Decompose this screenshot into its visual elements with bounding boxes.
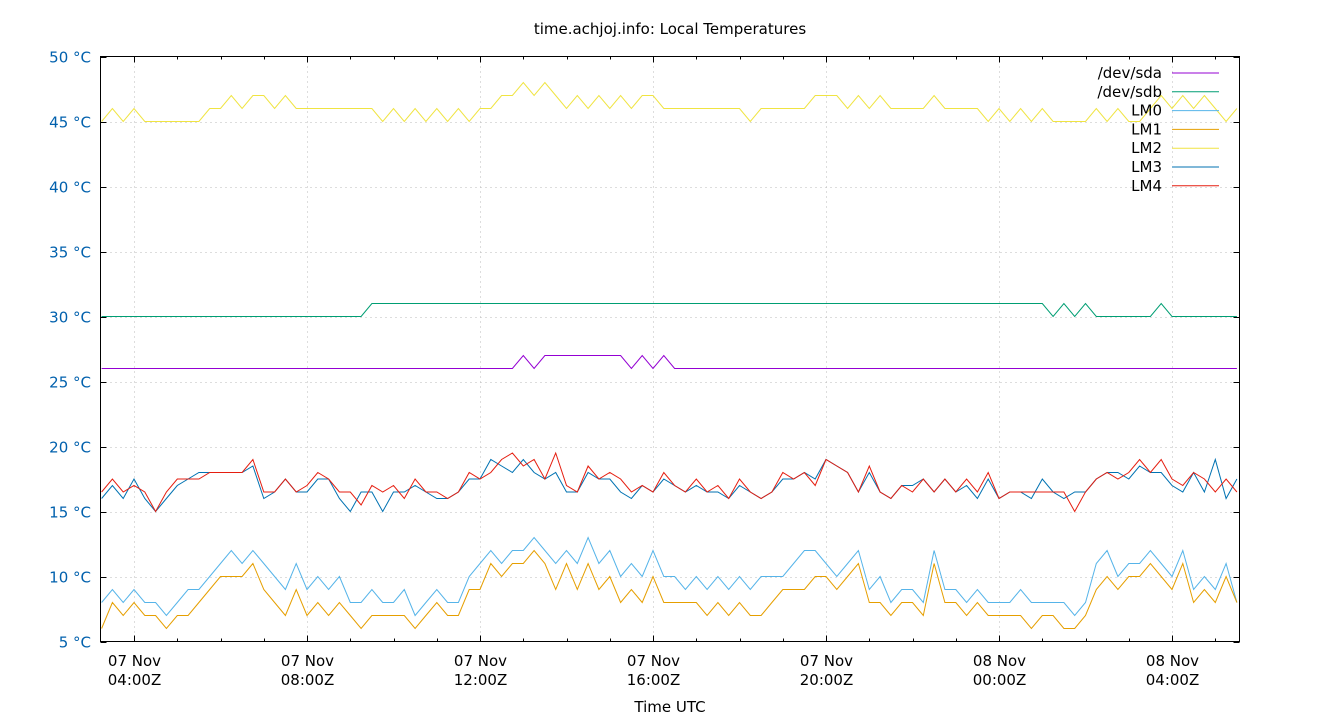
legend-label: LM2 [1131,139,1162,157]
x-tick-time: 08:00Z [281,671,335,689]
legend-label: LM1 [1131,120,1162,138]
series-line-dev-sdb [101,302,1237,318]
series-line-lm0 [101,536,1238,617]
y-tick-label: 15 °C [49,504,91,522]
series-lines [101,81,1238,630]
x-tick-date: 07 Nov [800,652,853,670]
y-tick-label: 25 °C [49,374,91,392]
chart-title: time.achjoj.info: Local Temperatures [534,20,806,38]
legend-label: LM0 [1131,102,1162,120]
legend-label: LM3 [1131,158,1162,176]
x-tick-time: 04:00Z [1146,671,1200,689]
y-tick-label: 40 °C [49,179,91,197]
y-tick-label: 5 °C [59,634,91,652]
x-tick-time: 04:00Z [108,671,162,689]
y-tick-label: 20 °C [49,439,91,457]
y-axis: 5 °C 10 °C 15 °C 20 °C 25 °C 30 °C 35 °C 40 °C 4… [49,49,1240,652]
series-line-dev-sda [101,354,1237,370]
x-tick-date: 07 Nov [627,652,680,670]
series-line-lm1 [101,549,1238,630]
x-axis-label: Time UTC [633,698,705,716]
plot-border [100,56,1240,642]
y-tick-label: 50 °C [49,49,91,67]
y-tick-label: 10 °C [49,569,91,587]
x-tick-date: 07 Nov [108,652,161,670]
series-line-lm3 [101,457,1238,513]
grid [100,56,1240,642]
legend-label: LM4 [1131,177,1162,195]
legend-label: /dev/sda [1098,64,1162,82]
y-tick-label: 45 °C [49,114,91,132]
y-tick-label: 30 °C [49,309,91,327]
x-tick-date: 08 Nov [973,652,1026,670]
x-tick-time: 16:00Z [627,671,681,689]
legend-label: /dev/sdb [1097,83,1162,101]
x-tick-time: 12:00Z [454,671,508,689]
series-line-lm4 [101,451,1238,513]
x-tick-date: 07 Nov [281,652,334,670]
x-tick-date: 08 Nov [1146,652,1199,670]
x-tick-time: 20:00Z [800,671,854,689]
x-tick-time: 00:00Z [973,671,1027,689]
y-tick-label: 35 °C [49,244,91,262]
x-tick-date: 07 Nov [454,652,507,670]
series-line-lm2 [101,81,1238,123]
